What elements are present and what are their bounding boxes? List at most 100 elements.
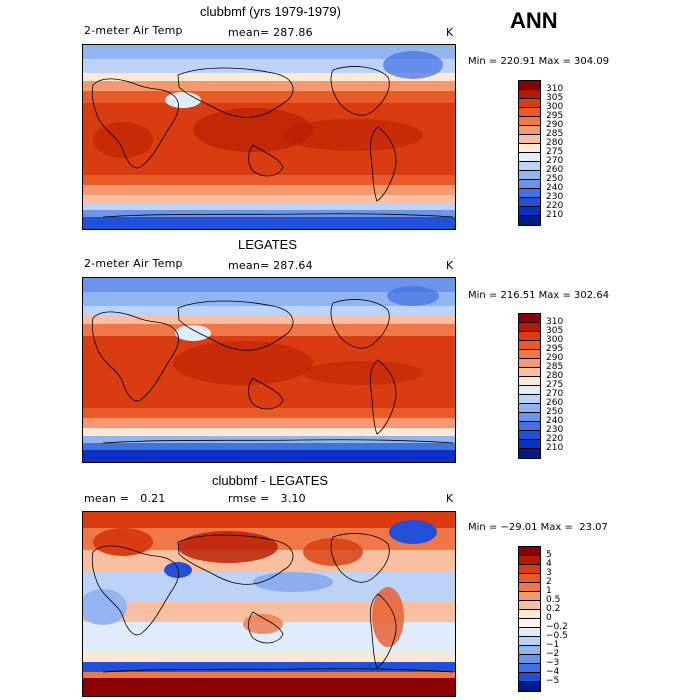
colorbar-tick-label: −3 [546, 658, 560, 668]
colorbar-tick-label: 305 [546, 326, 564, 336]
panel-2-minmax: Min = 216.51 Max = 302.64 [468, 290, 610, 301]
panel-3-map-field [83, 512, 455, 696]
colorbar-tick-label: 310 [546, 317, 564, 327]
panel-2-title: LEGATES [238, 237, 298, 252]
colorbar-swatch [519, 610, 540, 619]
colorbar-tick-label: 4 [546, 559, 552, 569]
colorbar-swatch [519, 377, 540, 386]
colorbar-tick-label: 240 [546, 416, 564, 426]
colorbar-tick-label: 250 [546, 174, 564, 184]
season-label: ANN [510, 8, 558, 33]
colorbar-swatch [519, 386, 540, 395]
panel-3-rmse: rmse = 3.10 [228, 492, 306, 505]
colorbar-tick-label: 0 [546, 613, 552, 623]
colorbar-swatch [519, 440, 540, 449]
colorbar-swatch [519, 207, 540, 216]
panel-2-left-label: 2-meter Air Temp [84, 257, 183, 270]
panel-2-units: K [446, 259, 454, 272]
panel-1-mean: mean= 287.86 [228, 26, 313, 39]
colorbar-swatch [519, 583, 540, 592]
colorbar-swatch [519, 323, 540, 332]
panel-1-map [82, 44, 456, 230]
colorbar-swatch [519, 574, 540, 583]
colorbar-swatch [519, 189, 540, 198]
colorbar-tick-label: 210 [546, 443, 564, 453]
colorbar-swatch [519, 216, 540, 225]
panel-1-colorbar [518, 80, 541, 226]
colorbar-tick-label: 310 [546, 84, 564, 94]
colorbar-tick-label: −0.5 [546, 631, 568, 641]
colorbar-swatch [519, 198, 540, 207]
colorbar-tick-label: 250 [546, 407, 564, 417]
colorbar-swatch [519, 90, 540, 99]
colorbar-swatch [519, 81, 540, 90]
panel-1-map-field [83, 45, 455, 229]
colorbar-tick-label: 290 [546, 353, 564, 363]
colorbar-swatch [519, 565, 540, 574]
colorbar-tick-label: 295 [546, 111, 564, 121]
colorbar-tick-label: 275 [546, 147, 564, 157]
panel-3-minmax: Min = −29.01 Max = 23.07 [468, 522, 608, 533]
colorbar-tick-label: 0.2 [546, 604, 561, 614]
panel-3-units: K [446, 492, 454, 505]
colorbar-tick-label: 2 [546, 577, 552, 587]
colorbar-tick-label: 220 [546, 201, 564, 211]
colorbar-swatch [519, 126, 540, 135]
colorbar-swatch [519, 646, 540, 655]
colorbar-tick-label: 305 [546, 93, 564, 103]
colorbar-swatch [519, 135, 540, 144]
colorbar-swatch [519, 341, 540, 350]
colorbar-tick-label: 5 [546, 550, 552, 560]
panel-2-mean: mean= 287.64 [228, 259, 313, 272]
colorbar-swatch [519, 350, 540, 359]
colorbar-swatch [519, 395, 540, 404]
colorbar-tick-label: 240 [546, 183, 564, 193]
colorbar-tick-label: −5 [546, 676, 560, 686]
panel-3-map [82, 511, 456, 697]
colorbar-swatch [519, 117, 540, 126]
panel-2-map [82, 277, 456, 463]
panel-1-minmax: Min = 220.91 Max = 304.09 [468, 56, 610, 67]
colorbar-swatch [519, 368, 540, 377]
colorbar-tick-label: 270 [546, 156, 564, 166]
colorbar-swatch [519, 332, 540, 341]
colorbar-swatch [519, 413, 540, 422]
colorbar-swatch [519, 637, 540, 646]
colorbar-tick-label: 280 [546, 371, 564, 381]
colorbar-tick-label: 270 [546, 389, 564, 399]
colorbar-tick-label: 260 [546, 398, 564, 408]
colorbar-swatch [519, 144, 540, 153]
colorbar-swatch [519, 628, 540, 637]
colorbar-tick-label: 1 [546, 586, 552, 596]
panel-1-units: K [446, 26, 454, 39]
colorbar-tick-label: 260 [546, 165, 564, 175]
colorbar-swatch [519, 171, 540, 180]
colorbar-swatch [519, 180, 540, 189]
panel-2-map-field [83, 278, 455, 462]
colorbar-swatch [519, 404, 540, 413]
colorbar-swatch [519, 592, 540, 601]
colorbar-swatch [519, 359, 540, 368]
colorbar-tick-label: 275 [546, 380, 564, 390]
panel-1-left-label: 2-meter Air Temp [84, 24, 183, 37]
colorbar-tick-label: 230 [546, 192, 564, 202]
colorbar-tick-label: −1 [546, 640, 560, 650]
colorbar-swatch [519, 547, 540, 556]
colorbar-swatch [519, 601, 540, 610]
colorbar-swatch [519, 422, 540, 431]
colorbar-tick-label: 220 [546, 434, 564, 444]
colorbar-swatch [519, 449, 540, 458]
colorbar-tick-label: 210 [546, 210, 564, 220]
colorbar-tick-label: −4 [546, 667, 560, 677]
colorbar-tick-label: 300 [546, 335, 564, 345]
colorbar-swatch [519, 655, 540, 664]
colorbar-swatch [519, 664, 540, 673]
colorbar-tick-label: −2 [546, 649, 560, 659]
colorbar-swatch [519, 162, 540, 171]
colorbar-tick-label: 285 [546, 129, 564, 139]
colorbar-tick-label: 230 [546, 425, 564, 435]
panel-2-colorbar [518, 313, 541, 459]
colorbar-tick-label: 285 [546, 362, 564, 372]
colorbar-swatch [519, 673, 540, 682]
colorbar-swatch [519, 556, 540, 565]
